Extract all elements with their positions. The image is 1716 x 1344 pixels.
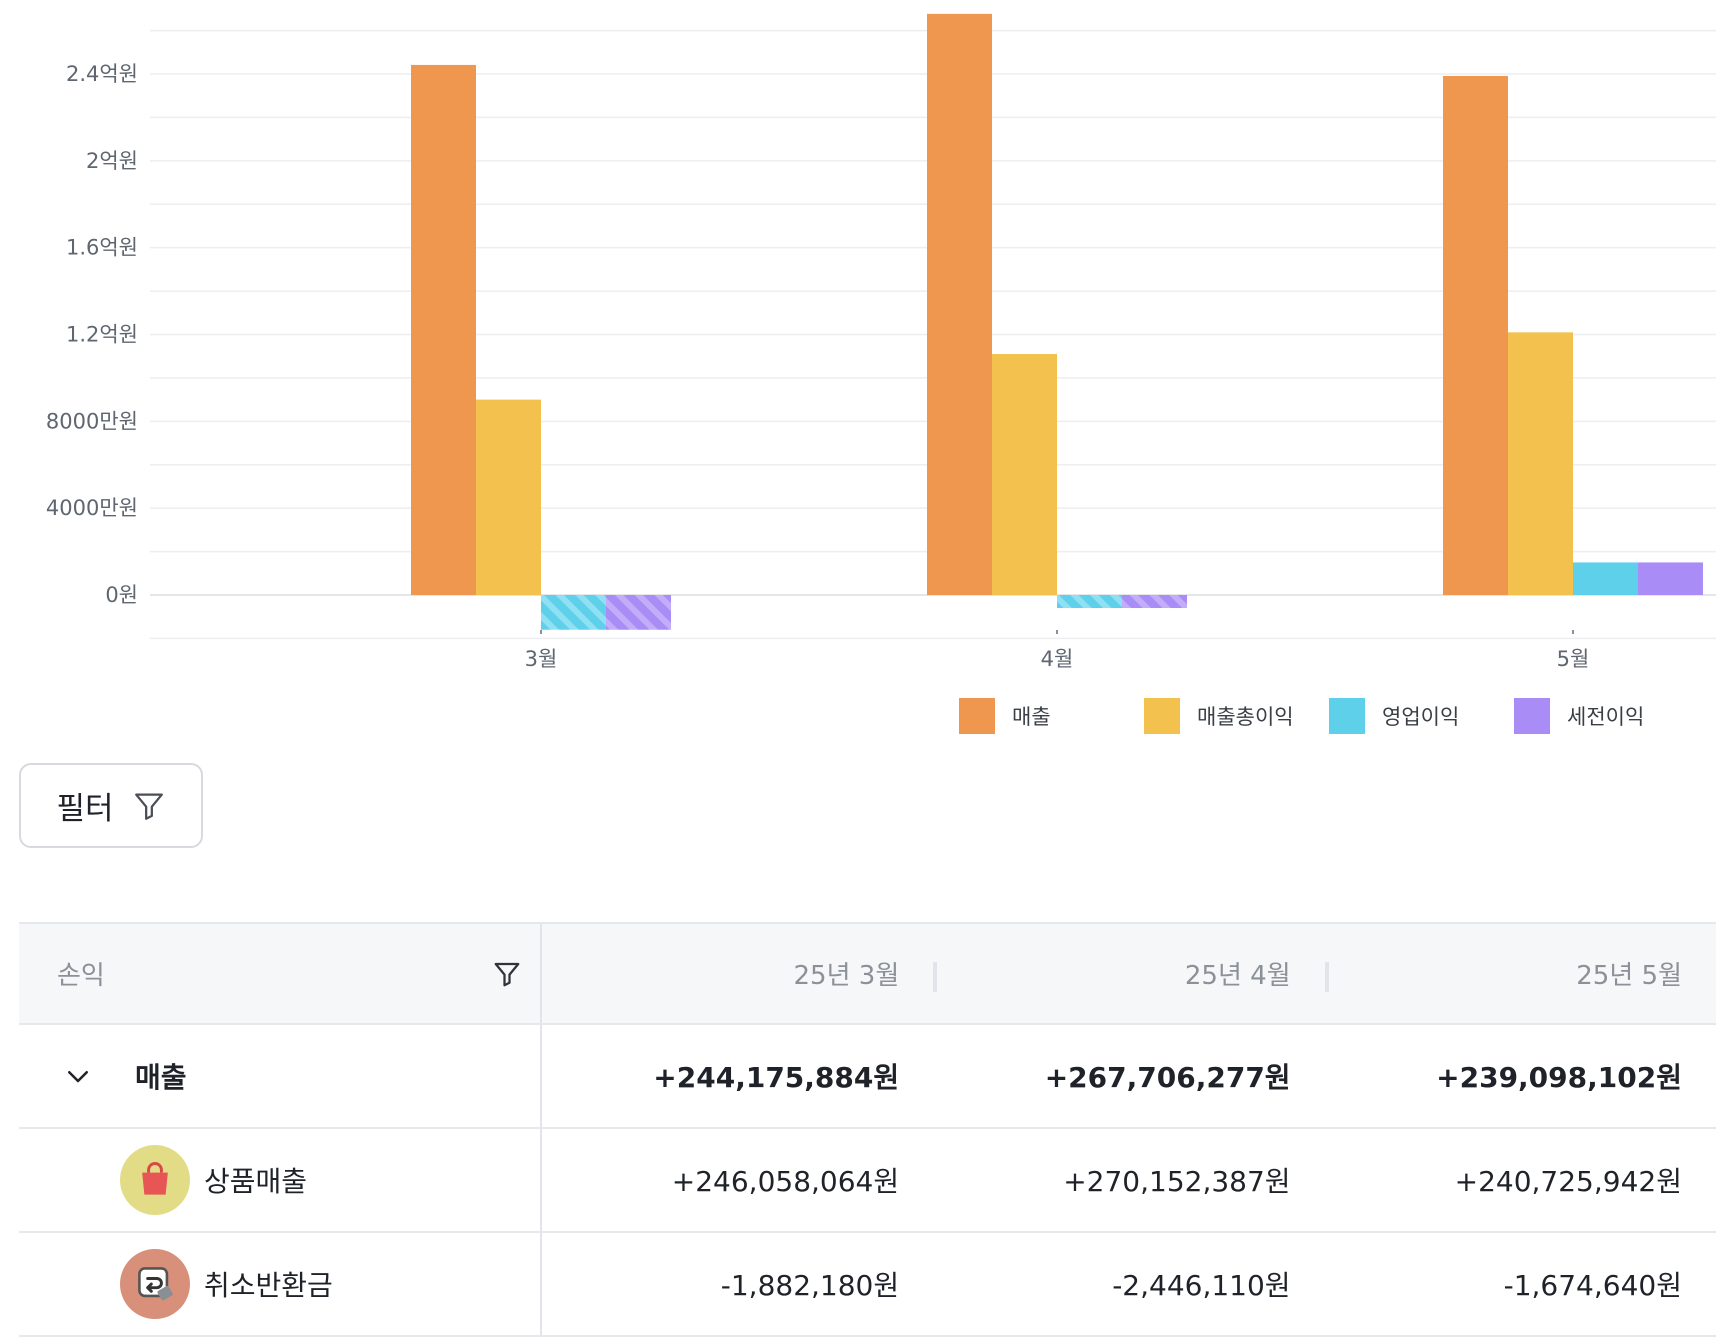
funnel-icon — [134, 793, 163, 820]
refund-return-icon — [120, 1249, 190, 1319]
row-header: 상품매출 — [19, 1129, 542, 1231]
y-axis: 0원 4000만원 8000만원 1.2억원 1.6억원 2억원 2.4억원 — [46, 62, 138, 607]
header-label: 손익 — [57, 961, 105, 991]
y-tick-label: 2억원 — [86, 149, 138, 173]
legend-swatch — [959, 698, 995, 734]
header-profit-loss: 손익 — [19, 924, 542, 1023]
row-name: 매출 — [135, 1061, 187, 1094]
bar-영업이익-3월 — [541, 595, 606, 630]
table-cell: +239,098,102원 — [1436, 1061, 1682, 1094]
bar-매출-4월 — [927, 13, 992, 595]
chart-bars — [411, 13, 1703, 630]
y-tick-label: 1.6억원 — [66, 236, 138, 260]
table-cell: -2,446,110원 — [1112, 1269, 1291, 1302]
legend-swatch — [1144, 698, 1180, 734]
legend-swatch — [1329, 698, 1365, 734]
table-cell: +246,058,064원 — [671, 1165, 900, 1198]
bar-매출총이익-3월 — [476, 399, 541, 595]
table-row-product-sales: 상품매출 +246,058,064원 +270,152,387원 +240,72… — [19, 1129, 1716, 1233]
row-name: 상품매출 — [204, 1165, 308, 1198]
filter-button[interactable]: 필터 — [19, 763, 203, 848]
y-tick-label: 1.2억원 — [66, 323, 138, 347]
table-cell: +267,706,277원 — [1044, 1061, 1291, 1094]
legend-label: 매출총이익 — [1197, 705, 1294, 729]
bar-영업이익-4월 — [1057, 595, 1122, 609]
profit-loss-table: 손익 25년 3월 25년 4월 25년 5월 매출 +244,175,884원… — [19, 922, 1716, 1337]
filter-button-label: 필터 — [56, 791, 114, 827]
table-cell: -1,674,640원 — [1503, 1269, 1682, 1302]
table-header: 손익 25년 3월 25년 4월 25년 5월 — [19, 922, 1716, 1025]
shopping-bag-icon — [120, 1145, 190, 1215]
bar-매출-3월 — [411, 64, 476, 595]
row-header: 매출 — [19, 1025, 542, 1127]
y-tick-label: 8000만원 — [46, 409, 138, 433]
header-col-apr[interactable]: 25년 4월 — [933, 924, 1324, 1023]
table-row-revenue: 매출 +244,175,884원 +267,706,277원 +239,098,… — [19, 1025, 1716, 1129]
bar-세전이익-4월 — [1122, 595, 1187, 609]
table-cell: +244,175,884원 — [653, 1061, 900, 1094]
bar-세전이익-3월 — [606, 595, 671, 630]
chevron-down-icon[interactable] — [63, 1061, 93, 1091]
table-cell: -1,882,180원 — [720, 1269, 900, 1302]
y-tick-label: 2.4억원 — [66, 62, 138, 86]
y-tick-label: 0원 — [105, 583, 138, 607]
x-tick-label: 3월 — [525, 647, 558, 671]
table-row-refund: 취소반환금 -1,882,180원 -2,446,110원 -1,674,640… — [19, 1233, 1716, 1337]
legend-swatch — [1514, 698, 1550, 734]
row-header: 취소반환금 — [19, 1233, 542, 1335]
bar-매출총이익-4월 — [992, 354, 1057, 595]
chart-legend: 매출 매출총이익 영업이익 세전이익 — [959, 698, 1644, 734]
bar-영업이익-5월 — [1573, 562, 1638, 595]
bar-매출총이익-5월 — [1508, 332, 1573, 595]
bar-매출-5월 — [1443, 75, 1508, 595]
legend-label: 영업이익 — [1382, 705, 1459, 729]
bar-세전이익-5월 — [1638, 562, 1703, 595]
header-col-may[interactable]: 25년 5월 — [1324, 924, 1716, 1023]
y-tick-label: 4000만원 — [46, 496, 138, 520]
row-name: 취소반환금 — [204, 1269, 333, 1302]
header-col-mar[interactable]: 25년 3월 — [793, 961, 900, 991]
table-cell: +240,725,942원 — [1454, 1165, 1682, 1198]
table-cell: +270,152,387원 — [1063, 1165, 1291, 1198]
column-filter-icon[interactable] — [492, 959, 522, 989]
x-axis: 3월 4월 5월 — [525, 630, 1590, 671]
x-tick-label: 5월 — [1557, 647, 1590, 671]
legend-label: 세전이익 — [1567, 705, 1644, 729]
legend-label: 매출 — [1012, 705, 1051, 729]
x-tick-label: 4월 — [1041, 647, 1074, 671]
